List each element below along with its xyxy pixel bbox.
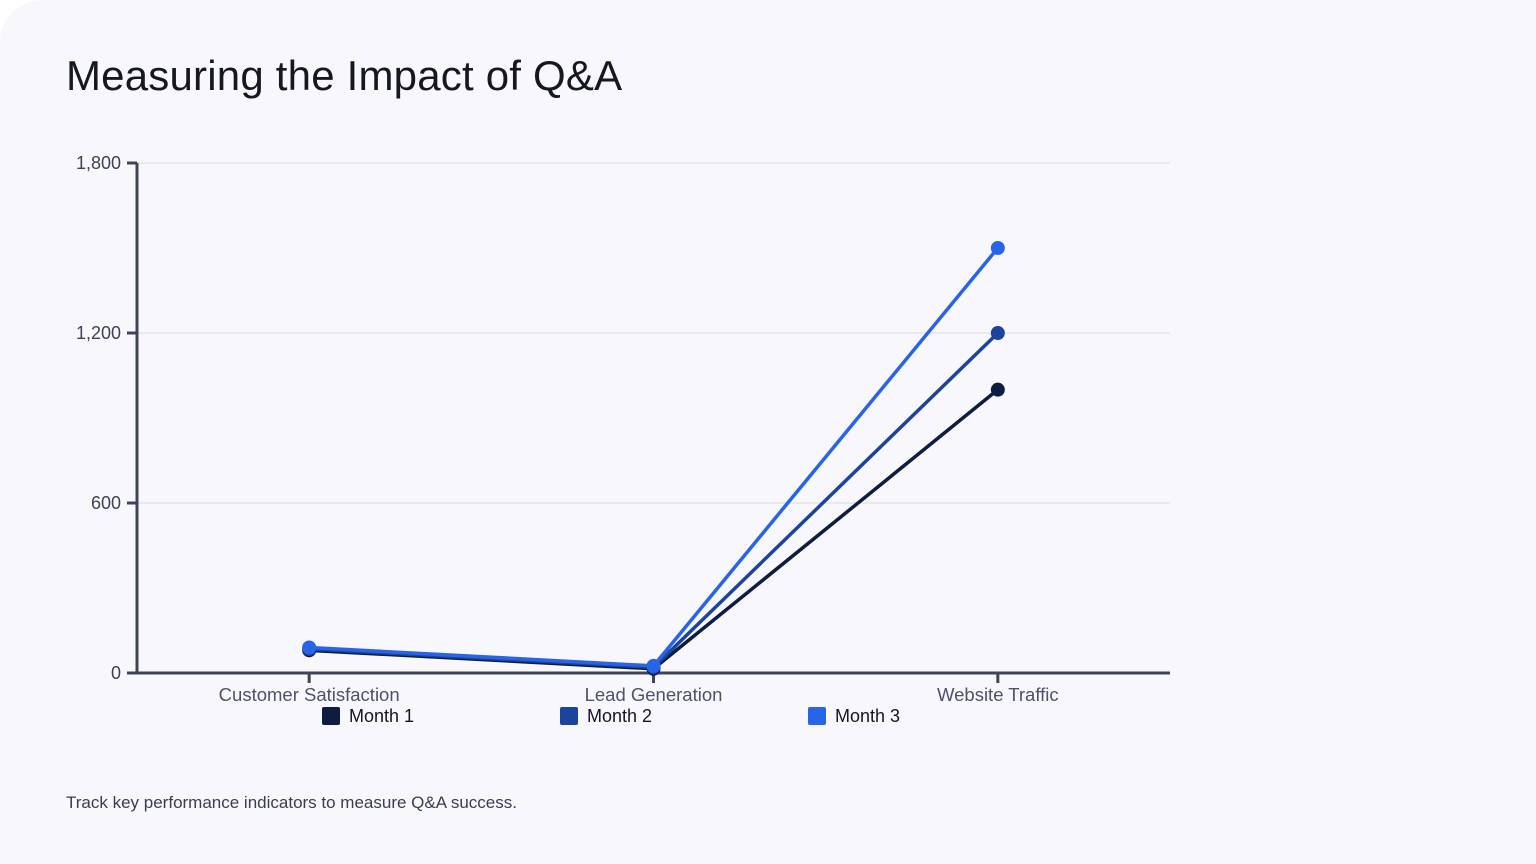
y-tick-label-600: 600 xyxy=(91,493,121,513)
legend-swatch-month-3 xyxy=(808,707,826,725)
series-line-month-2 xyxy=(307,331,1000,670)
data-point-month-1-2 xyxy=(990,382,1005,397)
legend-swatch-month-2 xyxy=(560,707,578,725)
data-point-month-3-0 xyxy=(302,640,317,655)
x-tick-label-1: Lead Generation xyxy=(585,684,723,705)
legend-item-month-3: Month 3 xyxy=(808,705,900,727)
slide-caption: Track key performance indicators to meas… xyxy=(66,793,517,812)
x-tick-label-0: Customer Satisfaction xyxy=(219,684,400,705)
data-point-month-3-1 xyxy=(646,658,661,673)
legend-label-month-2: Month 2 xyxy=(587,705,653,726)
legend-swatch-month-1 xyxy=(322,707,340,725)
data-point-month-3-2 xyxy=(990,241,1005,255)
x-tick-label-2: Website Traffic xyxy=(937,684,1059,705)
y-tick-label-1800: 1,800 xyxy=(76,153,121,173)
series-line-month-3 xyxy=(307,246,1000,668)
y-tick-label-1200: 1,200 xyxy=(76,323,121,343)
legend-label-month-1: Month 1 xyxy=(349,705,415,726)
legend-item-month-2: Month 2 xyxy=(560,705,652,727)
chart-legend: Month 1 Month 2 Month 3 xyxy=(0,705,1536,731)
legend-label-month-3: Month 3 xyxy=(835,705,901,726)
slide-title: Measuring the Impact of Q&A xyxy=(66,52,623,99)
legend-item-month-1: Month 1 xyxy=(322,705,414,727)
y-tick-label-0: 0 xyxy=(111,663,121,683)
data-point-month-2-2 xyxy=(990,326,1005,340)
